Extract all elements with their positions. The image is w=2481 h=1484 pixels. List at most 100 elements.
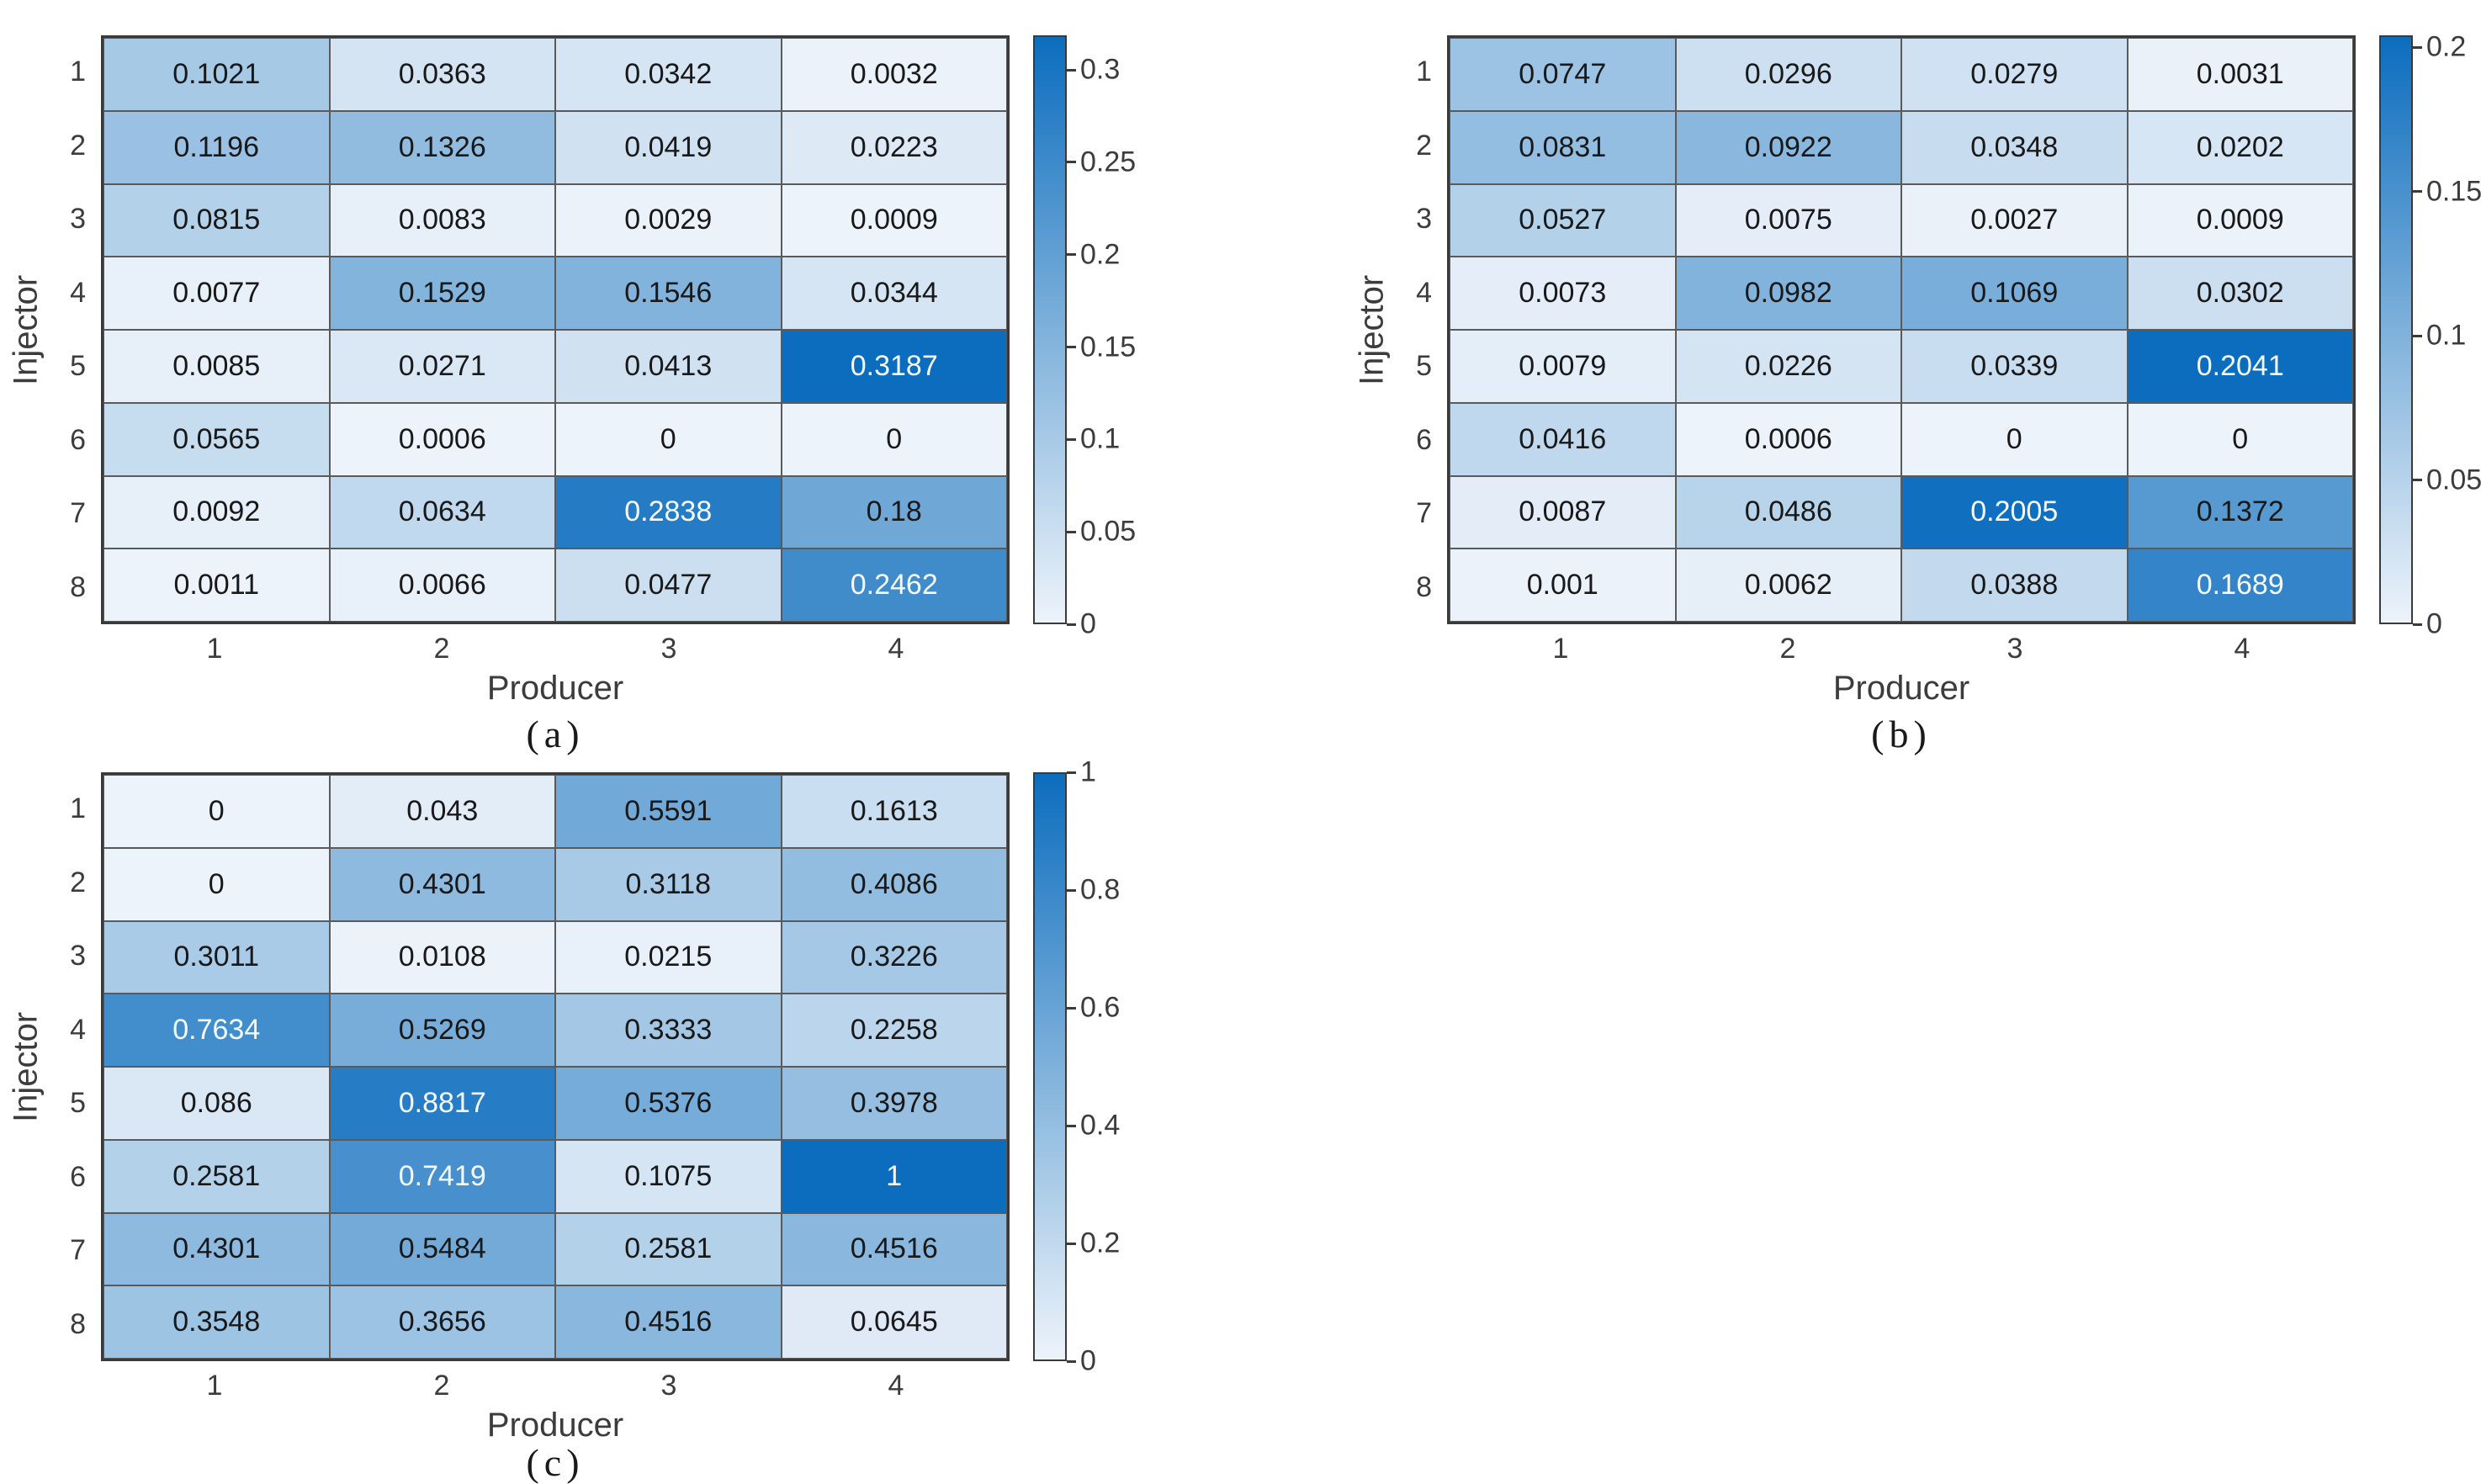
panel-caption: (a) [526, 713, 585, 755]
heatmap-grid: 0.0747 0.0296 0.0279 0.0031 0.0831 0.0922 0.03… [1447, 35, 2356, 624]
heatmap-cell: 0.4086 [781, 847, 1007, 921]
colorbar-tick-mark [1067, 771, 1076, 774]
colorbar-tick-label: 0 [2426, 607, 2442, 640]
col-tick-label: 4 [888, 1370, 904, 1402]
colorbar-tick-mark [1067, 161, 1076, 164]
heatmap-cell: 0.0527 [1450, 183, 1676, 257]
heatmap-cell: 0.1069 [1901, 257, 2128, 330]
heatmap-cell: 0.4301 [329, 847, 555, 921]
heatmap-cell: 0.3548 [103, 1285, 330, 1359]
col-tick-label: 4 [2234, 633, 2250, 665]
x-axis-label: Producer [1832, 670, 1970, 707]
heatmap-cell: 0.1372 [2127, 475, 2353, 549]
x-axis-label: Producer [486, 670, 624, 707]
heatmap-cell: 0.0092 [103, 475, 330, 549]
heatmap-cell: 0.0011 [103, 549, 330, 622]
heatmap-cell: 0.0339 [1901, 330, 2128, 403]
colorbar-tick-label: 0.2 [1080, 238, 1121, 271]
heatmap-cell: 0.7634 [103, 994, 330, 1067]
heatmap-cell: 0.001 [1450, 549, 1676, 622]
heatmap-cell: 0.0031 [2127, 38, 2353, 111]
heatmap-cell: 0.0271 [329, 330, 555, 403]
col-labels: 1 2 3 4 [101, 1370, 1010, 1405]
row-tick-label: 3 [1416, 203, 1432, 236]
heatmap-cell: 0.1075 [555, 1139, 782, 1213]
heatmap-cell: 0.0982 [1675, 257, 1901, 330]
col-tick-label: 3 [2007, 633, 2023, 665]
col-labels: 1 2 3 4 [101, 633, 1010, 668]
heatmap-cell: 0.4301 [103, 1212, 330, 1286]
heatmap-cell: 0.0419 [555, 110, 782, 184]
heatmap-cell: 0.0029 [555, 183, 782, 257]
row-tick-label: 6 [1416, 423, 1432, 456]
heatmap-cell: 0.0009 [2127, 183, 2353, 257]
heatmap-cell: 0.0223 [781, 110, 1007, 184]
heatmap-cell: 0.0079 [1450, 330, 1676, 403]
heatmap-cell: 0.18 [781, 475, 1007, 549]
heatmap-cell: 0.0083 [329, 183, 555, 257]
heatmap-cell: 0.0302 [2127, 257, 2353, 330]
y-axis-label: Injector [7, 274, 45, 385]
heatmap-cell: 0.5484 [329, 1212, 555, 1286]
heatmap-cell: 0 [103, 847, 330, 921]
heatmap-cell: 0.0006 [329, 402, 555, 476]
heatmap-cell: 0.0215 [555, 920, 782, 994]
row-tick-label: 4 [70, 1013, 86, 1046]
row-tick-label: 3 [70, 203, 86, 236]
heatmap-cell: 0.0226 [1675, 330, 1901, 403]
heatmap-cell: 0.1529 [329, 257, 555, 330]
row-tick-label: 5 [70, 350, 86, 383]
col-tick-label: 3 [660, 633, 677, 665]
heatmap-cell: 0.1196 [103, 110, 330, 184]
row-tick-label: 7 [70, 497, 86, 530]
colorbar-tick-mark [1067, 346, 1076, 349]
heatmap-cell: 0.0486 [1675, 475, 1901, 549]
row-tick-label: 2 [70, 129, 86, 162]
heatmap-cell: 0.0416 [1450, 402, 1676, 476]
heatmap-cell: 0.0747 [1450, 38, 1676, 111]
row-tick-label: 2 [1416, 129, 1432, 162]
colorbar-tick-label: 0 [1080, 1344, 1096, 1377]
heatmap-cell: 0.0296 [1675, 38, 1901, 111]
row-tick-label: 8 [70, 1307, 86, 1340]
colorbar-tick-mark [1067, 888, 1076, 892]
heatmap-cell: 0.3118 [555, 847, 782, 921]
heatmap-cell: 0.3978 [781, 1067, 1007, 1140]
colorbar-tick-label: 0.2 [1080, 1227, 1121, 1259]
heatmap-cell: 0.0073 [1450, 257, 1676, 330]
colorbar-tick-mark [2413, 623, 2422, 626]
heatmap-cell: 0.0006 [1675, 402, 1901, 476]
heatmap-cell: 0.0108 [329, 920, 555, 994]
colorbar-tick-mark [1067, 253, 1076, 257]
heatmap-cell: 0 [103, 775, 330, 848]
colorbar-tick-label: 0.15 [2426, 175, 2481, 208]
heatmap-cell: 0.5269 [329, 994, 555, 1067]
col-tick-label: 2 [433, 1370, 450, 1402]
heatmap-cell: 0.0077 [103, 257, 330, 330]
heatmap-cell: 0.0066 [329, 549, 555, 622]
row-tick-label: 5 [70, 1087, 86, 1120]
row-tick-label: 6 [70, 1160, 86, 1193]
col-tick-label: 3 [660, 1370, 677, 1402]
colorbar-tick-mark [2413, 479, 2422, 481]
heatmap-cell: 0.2581 [555, 1212, 782, 1286]
col-tick-label: 1 [206, 633, 223, 665]
colorbar-tick-mark [2413, 190, 2422, 193]
colorbar-tick-label: 0.05 [1080, 515, 1137, 548]
heatmap-cell: 0.0085 [103, 330, 330, 403]
heatmap-cell: 0.0565 [103, 402, 330, 476]
row-tick-label: 5 [1416, 350, 1432, 383]
y-axis-label: Injector [7, 1011, 45, 1122]
heatmap-cell: 0.2258 [781, 994, 1007, 1067]
row-tick-label: 2 [70, 866, 86, 898]
row-labels: 1 2 3 4 5 6 7 8 [1388, 35, 1440, 624]
heatmap-cell: 0.1613 [781, 775, 1007, 848]
heatmap-cell: 0.1326 [329, 110, 555, 184]
colorbar-tick-label: 0.15 [1080, 331, 1137, 363]
heatmap-cell: 0.0062 [1675, 549, 1901, 622]
heatmap-cell: 0.0279 [1901, 38, 2128, 111]
row-tick-label: 1 [70, 56, 86, 88]
heatmap-cell: 0.0477 [555, 549, 782, 622]
row-tick-label: 4 [70, 276, 86, 309]
